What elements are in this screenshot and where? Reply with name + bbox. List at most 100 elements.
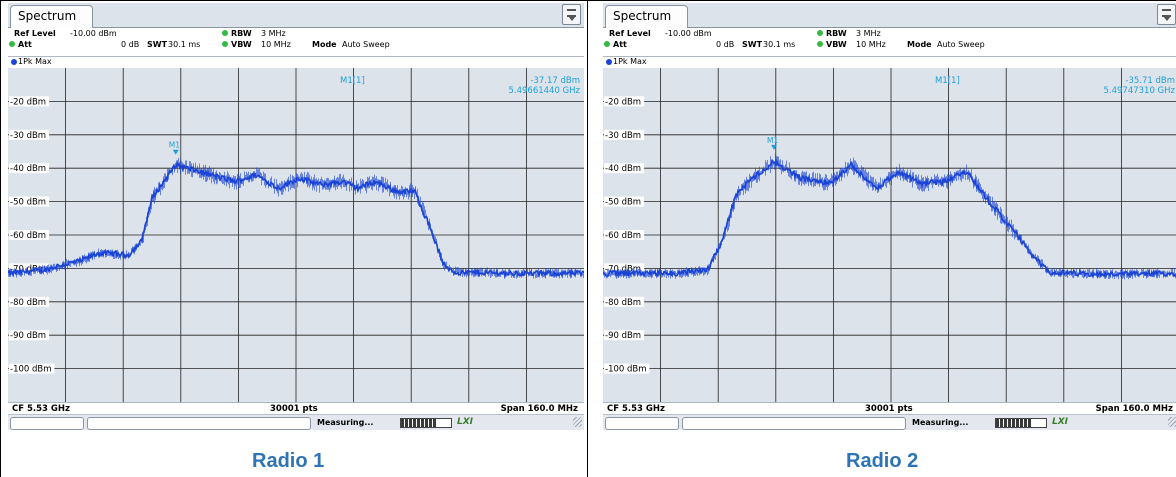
taskbar: Measuring... LXI [8, 414, 584, 430]
trace-label: 1Pk Max [18, 57, 52, 66]
vbw-label: VBW [231, 40, 252, 49]
analyzer-panel-2: Spectrum Ref Level -10.00 dBm Att 0 dB S… [603, 3, 1176, 430]
marker-frequency: 5.49747310 GHz [1103, 86, 1175, 96]
att-group: Att [9, 40, 32, 49]
swt-label: SWT [742, 40, 763, 49]
y-tick-label: -100 dBm [605, 365, 647, 375]
y-tick-label: -70 dBm [10, 264, 46, 274]
vbw-coupled-icon [222, 41, 228, 47]
taskbar-field-1[interactable] [605, 417, 679, 430]
y-tick-label-bg [9, 330, 50, 341]
trace-indicator-icon [606, 59, 612, 65]
rbw-label: RBW [231, 29, 252, 38]
tab-spectrum[interactable]: Spectrum [10, 5, 94, 28]
y-tick-label-bg [604, 196, 645, 207]
settings-bar: Ref Level -10.00 dBm Att 0 dB SWT 30.1 m… [8, 28, 584, 56]
measuring-status: Measuring... [317, 418, 374, 427]
resize-grip-icon[interactable] [1168, 417, 1176, 427]
rbw-label: RBW [826, 29, 847, 38]
att-value: 0 dB [716, 40, 735, 49]
vbw-value: 10 MHz [856, 40, 886, 49]
y-tick-label-bg [604, 330, 645, 341]
y-tick-label: -50 dBm [605, 198, 641, 208]
marker-name: M1[1] [935, 76, 960, 86]
sweep-points: 30001 pts [270, 404, 318, 414]
y-tick-label-bg [604, 96, 645, 107]
y-tick-label: -60 dBm [10, 231, 46, 241]
tab-bar-line [8, 27, 584, 28]
marker-tag: M1 [169, 141, 180, 150]
ref-level-value: -10.00 dBm [665, 29, 712, 38]
taskbar-field-2[interactable] [682, 417, 906, 430]
y-tick-label: -80 dBm [10, 298, 46, 308]
lxi-icon: LXI [457, 417, 474, 427]
att-value: 0 dB [121, 40, 140, 49]
marker-frequency: 5.49661440 GHz [508, 86, 580, 96]
y-tick-label: -20 dBm [10, 97, 46, 107]
trace-label-bar: 1Pk Max [8, 56, 584, 68]
y-tick-label-bg [604, 296, 645, 307]
vbw-group: VBW [222, 40, 252, 49]
ref-level-value: -10.00 dBm [70, 29, 117, 38]
swt-label: SWT [147, 40, 168, 49]
spectrum-trace [8, 159, 584, 280]
vbw-value: 10 MHz [261, 40, 291, 49]
column-separator [587, 0, 588, 477]
rbw-coupled-icon [817, 30, 823, 36]
y-tick-label-bg [604, 129, 645, 140]
y-tick-label-bg [9, 96, 50, 107]
taskbar-field-1[interactable] [10, 417, 84, 430]
y-tick-label: -90 dBm [605, 331, 641, 341]
status-bar: CF 5.53 GHz 30001 pts Span 160.0 MHz [603, 402, 1176, 415]
settings-bar: Ref Level -10.00 dBm Att 0 dB SWT 30.1 m… [603, 28, 1176, 56]
spectrum-plot[interactable]: -20 dBm -30 dBm -40 dBm -50 dBm -60 dBm -70 d… [603, 68, 1176, 402]
menu-icon[interactable] [1157, 4, 1176, 25]
rbw-value: 3 MHz [261, 29, 286, 38]
y-tick-label: -40 dBm [605, 164, 641, 174]
swt-value: 30.1 ms [168, 40, 201, 49]
sweep-progress-bar [995, 418, 1047, 428]
y-tick-label: -90 dBm [10, 331, 46, 341]
mode-label: Mode [907, 40, 932, 49]
menu-icon[interactable] [562, 4, 581, 25]
y-tick-label: -30 dBm [605, 131, 641, 141]
att-group: Att [604, 40, 627, 49]
y-tick-label-bg [604, 230, 645, 240]
y-tick-label-bg [9, 363, 55, 374]
spectrum-plot[interactable]: -20 dBm -30 dBm -40 dBm -50 dBm -60 dBm -70 d… [8, 68, 584, 402]
y-tick-label-bg [9, 263, 50, 274]
rbw-group: RBW [222, 29, 252, 38]
y-tick-label-bg [9, 196, 50, 207]
marker-triangle-icon[interactable] [172, 149, 179, 155]
marker-triangle-icon[interactable] [771, 144, 777, 150]
vbw-group: VBW [817, 40, 847, 49]
tab-spectrum[interactable]: Spectrum [605, 5, 689, 28]
caption-radio-1: Radio 1 [252, 450, 325, 472]
resize-grip-icon[interactable] [573, 417, 582, 427]
trace-label: 1Pk Max [613, 57, 647, 66]
marker-tag: M1 [767, 136, 778, 145]
span: Span 160.0 MHz [1095, 404, 1173, 414]
y-tick-label-bg [604, 363, 650, 374]
sweep-points: 30001 pts [865, 404, 913, 414]
marker-name: M1[1] [340, 76, 365, 86]
att-label: Att [613, 40, 627, 49]
att-label: Att [18, 40, 32, 49]
y-tick-label: -70 dBm [605, 264, 641, 274]
y-tick-label: -100 dBm [10, 365, 52, 375]
taskbar-field-2[interactable] [87, 417, 311, 430]
y-tick-label: -50 dBm [10, 198, 46, 208]
measuring-status: Measuring... [912, 418, 969, 427]
y-tick-label: -40 dBm [10, 164, 46, 174]
mode-value: Auto Sweep [937, 40, 985, 49]
caption-radio-2: Radio 2 [846, 450, 919, 472]
y-tick-label-bg [9, 230, 50, 240]
y-tick-label: -80 dBm [605, 298, 641, 308]
spectrum-trace-noise [8, 157, 584, 279]
center-frequency: CF 5.53 GHz [12, 404, 70, 414]
analyzer-panel-1: Spectrum Ref Level -10.00 dBm Att 0 dB S… [8, 3, 584, 430]
spectrum-trace-noise [603, 153, 1176, 280]
y-tick-label-bg [9, 129, 50, 140]
att-coupled-icon [9, 41, 15, 47]
